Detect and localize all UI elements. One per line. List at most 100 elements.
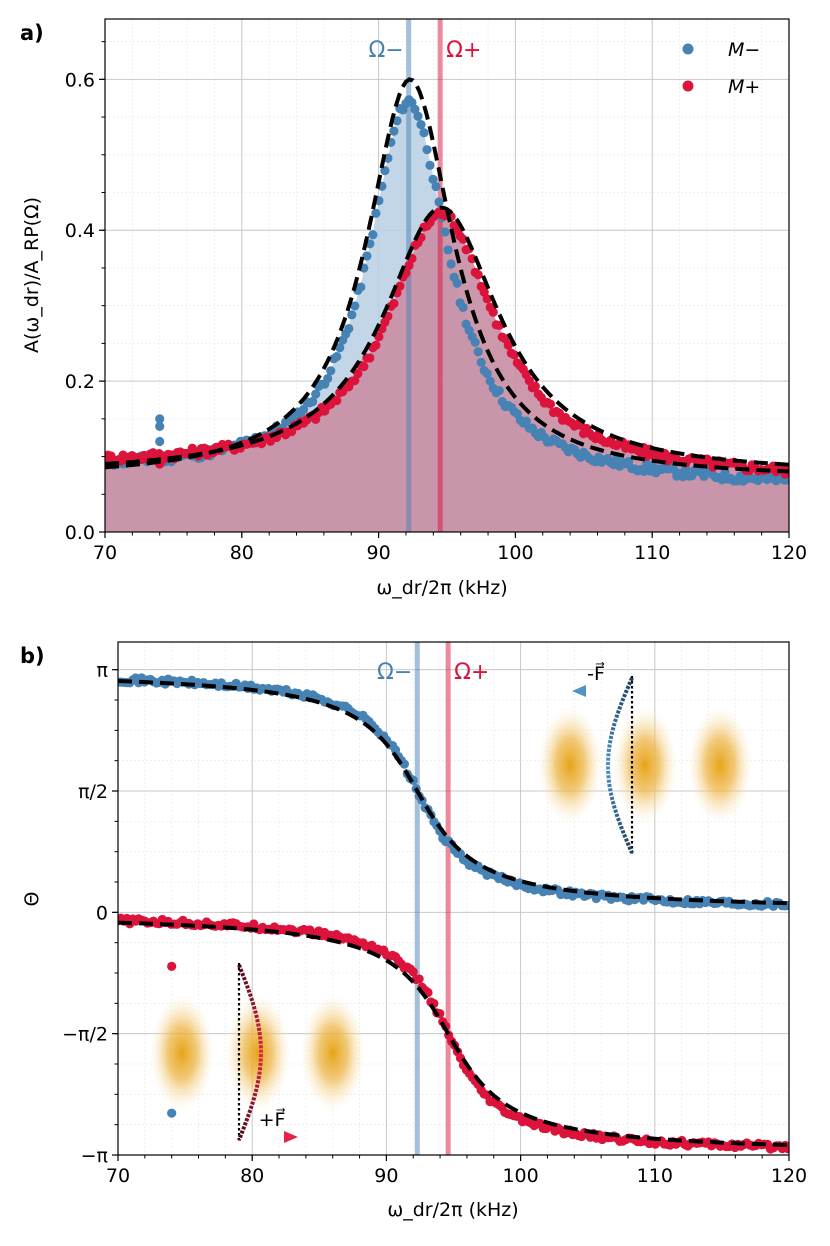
ion-blob-2 <box>613 707 677 823</box>
mode-profile-upper <box>605 677 634 854</box>
panel-a-point-minus <box>494 386 504 396</box>
panel-b-ytick-label: π/2 <box>78 781 108 803</box>
panel-a-xtick-label: 100 <box>497 542 533 564</box>
panel-a-xtick-label: 80 <box>230 542 254 564</box>
panel-b-frame <box>117 641 790 1156</box>
panel-a-point-minus <box>368 230 378 240</box>
panel-a-point-minus <box>422 145 432 155</box>
panel-b-point-plus <box>414 974 424 984</box>
panel-a-point-minus <box>326 366 336 376</box>
panel-a-point-minus <box>371 208 381 218</box>
panel-a-fills <box>105 101 789 532</box>
inset-lower-left: +F⃗ <box>150 963 365 1143</box>
legend-label-m-minus: M− <box>728 39 760 61</box>
panel-a-point-minus <box>350 301 360 311</box>
panel-a-ylabel: A(ω_dr)/A_RP(Ω) <box>21 197 43 353</box>
panel-a-outlier-minus <box>155 414 165 424</box>
panel-a-point-plus <box>482 294 492 304</box>
panel-a-point-plus <box>545 399 556 409</box>
panel-a-point-minus <box>425 160 435 170</box>
panel-a-point-plus <box>371 340 381 350</box>
panel-a-point-plus <box>353 368 363 379</box>
panel-b-xtick-label: 70 <box>106 1165 130 1187</box>
panel-a-point-plus <box>332 395 342 406</box>
panel-a-point-minus <box>521 416 531 426</box>
mode-profile-lower <box>237 964 264 1141</box>
panel-a-point-minus <box>413 111 423 121</box>
legend-label-m-plus: M+ <box>728 76 760 98</box>
panel-a-label: a) <box>20 21 44 45</box>
force-label-upper: -F⃗ <box>587 662 605 685</box>
area-fill-plus <box>105 213 789 532</box>
omega-plus-label-b: Ω+ <box>454 660 489 685</box>
ion-blob-4 <box>150 995 214 1111</box>
panel-a-point-minus <box>485 376 495 386</box>
panel-a-point-plus <box>374 332 384 342</box>
panel-a: a) 70 80 90 100 110 120 0.0 0.2 0.4 0.6 Ω− Ω+ M− … <box>20 18 807 599</box>
panel-a-point-minus <box>335 343 345 353</box>
inset-upper-right: -F⃗ <box>538 662 752 855</box>
panel-b-ytick-label: 0 <box>96 902 108 924</box>
panel-a-point-minus <box>416 119 426 130</box>
panel-b-label: b) <box>20 644 45 668</box>
panel-a-point-plus <box>467 254 477 264</box>
panel-a-ytick-label: 0.6 <box>65 69 95 91</box>
panel-a-point-minus <box>332 351 342 362</box>
panel-a-point-minus <box>473 347 483 357</box>
omega-minus-label-b: Ω− <box>377 660 412 685</box>
panel-a-point-minus <box>311 389 321 399</box>
panel-a-point-plus <box>359 362 369 372</box>
ion-blob-1 <box>538 707 602 823</box>
panel-a-point-minus <box>428 174 438 184</box>
panel-a-point-minus <box>431 181 441 192</box>
legend-marker-m-plus <box>682 80 694 92</box>
panel-a-xtick-label: 120 <box>771 542 807 564</box>
panel-a-point-minus <box>440 227 450 237</box>
panel-b-ylabel: Θ <box>21 892 43 907</box>
panel-b: b) -F⃗ <box>20 641 807 1221</box>
panel-a-fit-plus <box>105 205 789 467</box>
panel-b-point-plus <box>408 967 418 977</box>
panel-a-point-plus <box>365 353 375 363</box>
panel-a-xtick-label: 70 <box>93 542 117 564</box>
panel-a-point-minus <box>410 104 420 114</box>
panel-a-point-minus <box>458 302 468 313</box>
panel-b-xlabel: ω_dr/2π (kHz) <box>387 1199 518 1221</box>
panel-a-outlier-minus <box>155 436 165 447</box>
panel-a-point-minus <box>344 323 354 334</box>
panel-b-fit-plus <box>118 920 789 1148</box>
force-arrow-upper-head <box>572 685 586 697</box>
panel-b-outlier-plus <box>167 961 177 972</box>
panel-a-point-plus <box>503 340 513 350</box>
panel-b-ytick-label: π <box>97 660 108 682</box>
panel-a-point-minus <box>389 126 399 136</box>
panel-b-ticks: 70 80 90 100 110 120 −π −π/2 0 π/2 π <box>62 660 807 1187</box>
panel-a-point-minus <box>356 282 366 292</box>
ion-blob-3 <box>688 707 752 823</box>
panel-b-fits <box>118 679 789 1148</box>
panel-a-point-minus <box>443 245 453 255</box>
panel-a-point-minus <box>470 337 480 347</box>
panel-a-point-minus <box>482 368 492 379</box>
panel-b-xtick-label: 120 <box>771 1165 807 1187</box>
panel-b-xtick-label: 100 <box>502 1165 538 1187</box>
panel-b-resonance-lines <box>414 642 451 1155</box>
panel-a-point-minus <box>362 251 372 261</box>
legend: M− M+ <box>682 39 760 98</box>
panel-a-ytick-label: 0.4 <box>65 220 95 242</box>
panel-a-point-plus <box>524 376 534 386</box>
omega-plus-label-a: Ω+ <box>446 38 481 63</box>
panel-a-point-minus <box>323 373 333 384</box>
legend-marker-m-minus <box>682 43 694 55</box>
panel-a-point-plus <box>488 307 498 317</box>
panel-a-point-plus <box>509 350 519 360</box>
panel-a-point-plus <box>530 381 540 391</box>
panel-a-fits <box>105 77 789 474</box>
ion-blob-6 <box>301 995 365 1111</box>
panel-a-ytick-label: 0.0 <box>65 522 95 544</box>
panel-a-point-minus <box>308 397 318 407</box>
panel-a-xtick-label: 90 <box>367 542 391 564</box>
panel-a-point-minus <box>476 357 486 367</box>
panel-a-xlabel: ω_dr/2π (kHz) <box>376 577 507 599</box>
